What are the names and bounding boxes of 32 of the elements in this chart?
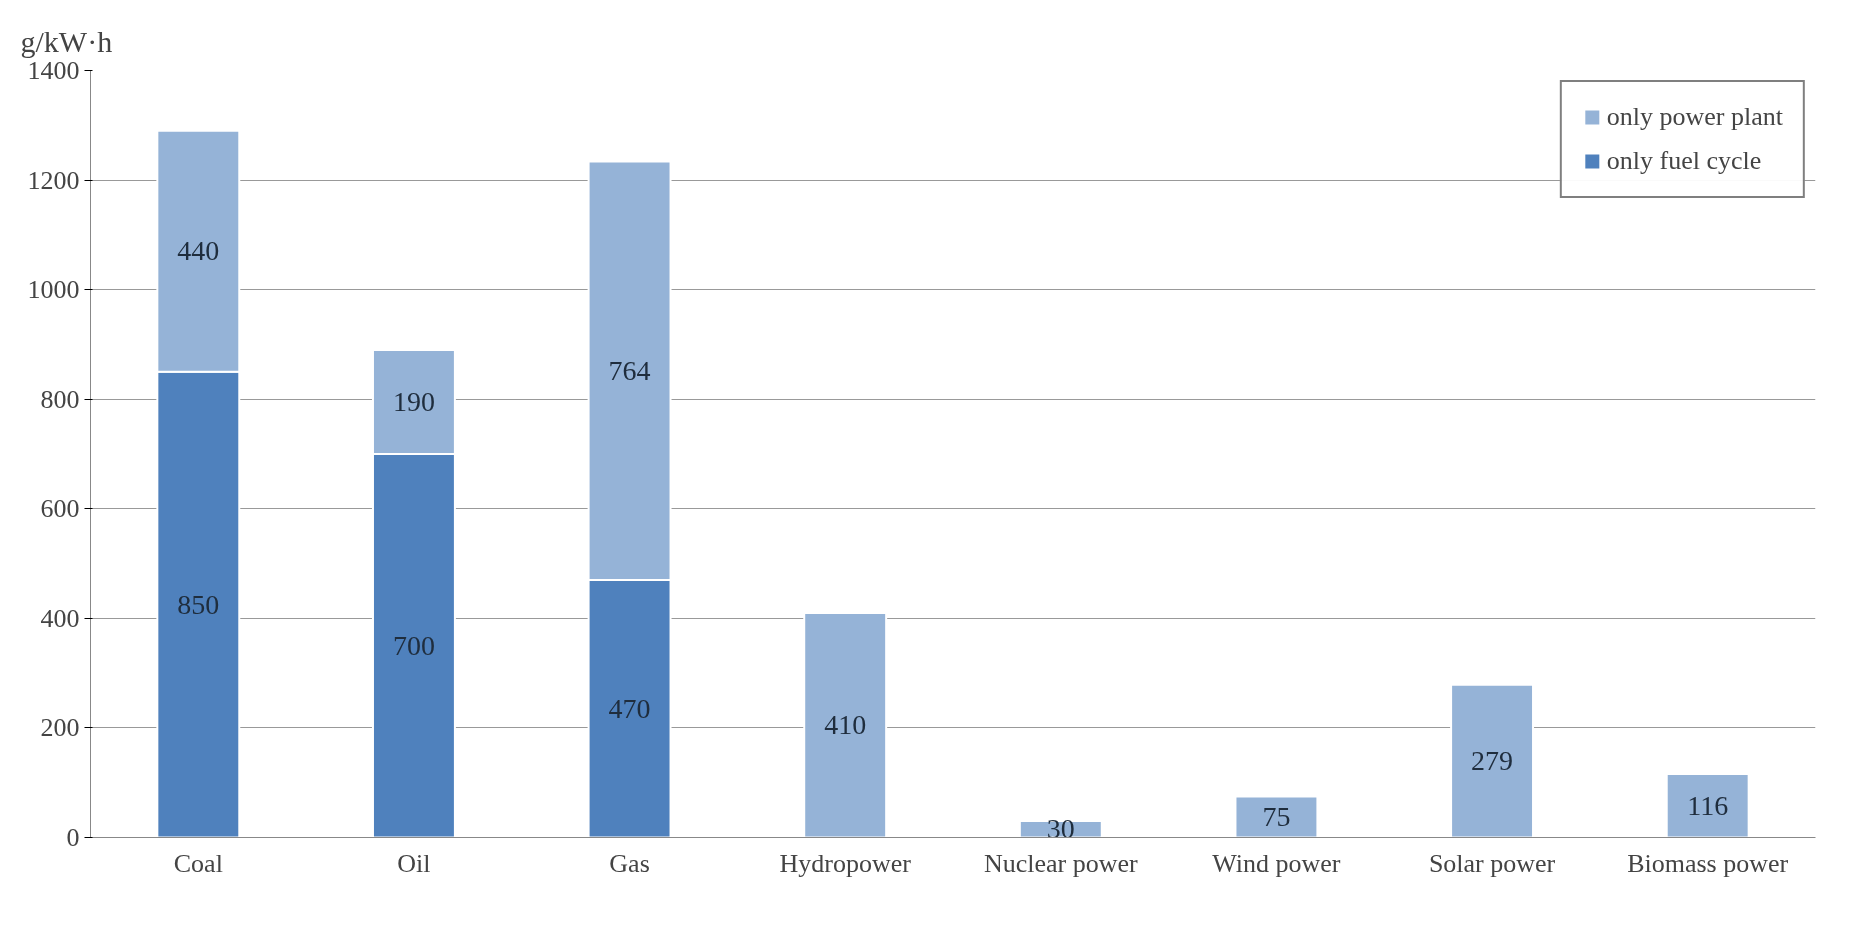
- y-tick-label: 400: [40, 603, 80, 633]
- x-tick-label: Oil: [397, 848, 431, 878]
- x-tick-label: Gas: [609, 848, 650, 878]
- data-label: 279: [1471, 745, 1514, 777]
- y-tick-label: 600: [40, 494, 80, 524]
- data-label: 764: [608, 354, 651, 386]
- x-tick-label: Coal: [173, 848, 223, 878]
- y-tick-label: 800: [40, 384, 80, 414]
- bar: [1665, 772, 1750, 838]
- legend-label: only fuel cycle: [1606, 146, 1762, 176]
- y-tick-label: 1000: [27, 275, 80, 305]
- legend-label: only power plant: [1606, 102, 1783, 132]
- x-tick-label: Solar power: [1428, 848, 1556, 878]
- data-label: 700: [392, 629, 435, 661]
- data-label: 470: [608, 692, 651, 724]
- data-label: 116: [1687, 789, 1729, 821]
- bar: [1234, 795, 1319, 838]
- x-tick-label: Biomass power: [1627, 848, 1789, 878]
- data-label: 440: [177, 235, 220, 267]
- y-axis-title: g/kW·h: [20, 25, 113, 58]
- y-tick-label: 200: [40, 713, 80, 743]
- y-tick-label: 1200: [27, 165, 80, 195]
- y-tick-label: 0: [66, 823, 80, 852]
- bar: [1450, 683, 1535, 838]
- data-label: 190: [392, 385, 435, 417]
- x-tick-label: Hydropower: [779, 848, 912, 878]
- x-tick-label: Wind power: [1212, 848, 1341, 878]
- data-label: 75: [1262, 800, 1291, 832]
- bar: [803, 611, 888, 838]
- data-label: 850: [177, 588, 220, 620]
- data-label: 410: [824, 709, 867, 741]
- x-tick-label: Nuclear power: [983, 848, 1139, 878]
